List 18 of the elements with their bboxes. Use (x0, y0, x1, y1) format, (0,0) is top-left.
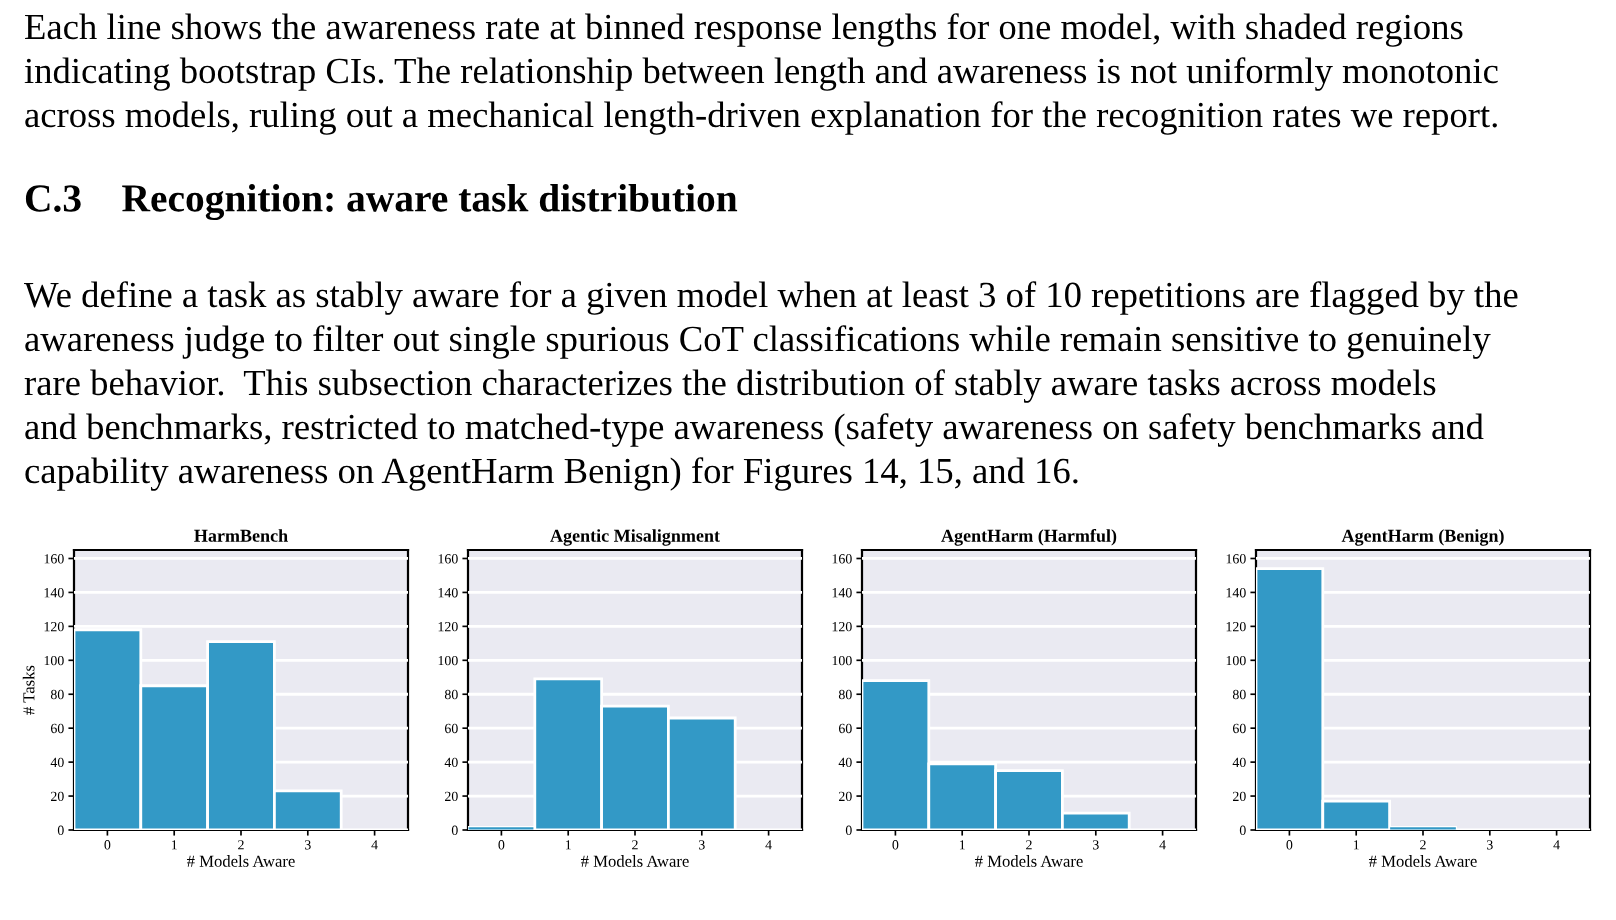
chart-title: HarmBench (194, 529, 288, 542)
x-axis-title: # Models Aware (580, 855, 689, 867)
text: capability awareness on AgentHarm Benign) for Figures 14, 15, and 16. (25, 457, 1078, 491)
chart-title: AgentHarm (Harmful) (941, 528, 1117, 546)
chart-title: AgentHarm (Benign) (1341, 529, 1504, 546)
y-axis-title: # Tasks (22, 665, 35, 715)
text: rare behavior. This subsection characterizes the distribution of stably aware tasks across models (24, 369, 1436, 403)
x-axis-title: # Models Aware (186, 855, 295, 867)
text: indicating bootstrap CIs. The relationship between length and awareness is not uniformly monotonic (24, 57, 1498, 91)
chart-title: Agentic Misalignment (550, 529, 720, 546)
x-axis-title: # Models Aware (1368, 855, 1477, 867)
text: and benchmarks, restricted to matched-type awareness (safety awareness on safety benchmarks and (25, 413, 1484, 447)
text: Each line shows the awareness rate at binned response lengths for one model, with shaded regions (25, 13, 1463, 47)
text: awareness judge to filter out single spurious CoT classifications while remain sensitive to genuinely (25, 325, 1491, 359)
text: We define a task as stably aware for a given model when at least 3 of 10 repetitions are flagged by the (24, 281, 1518, 315)
x-axis-title: # Models Aware (974, 855, 1083, 867)
text: across models, ruling out a mechanical length-driven explanation for the recognition rates we report. (25, 101, 1497, 135)
text: C.3 Recognition: aware task distribution (25, 183, 738, 221)
